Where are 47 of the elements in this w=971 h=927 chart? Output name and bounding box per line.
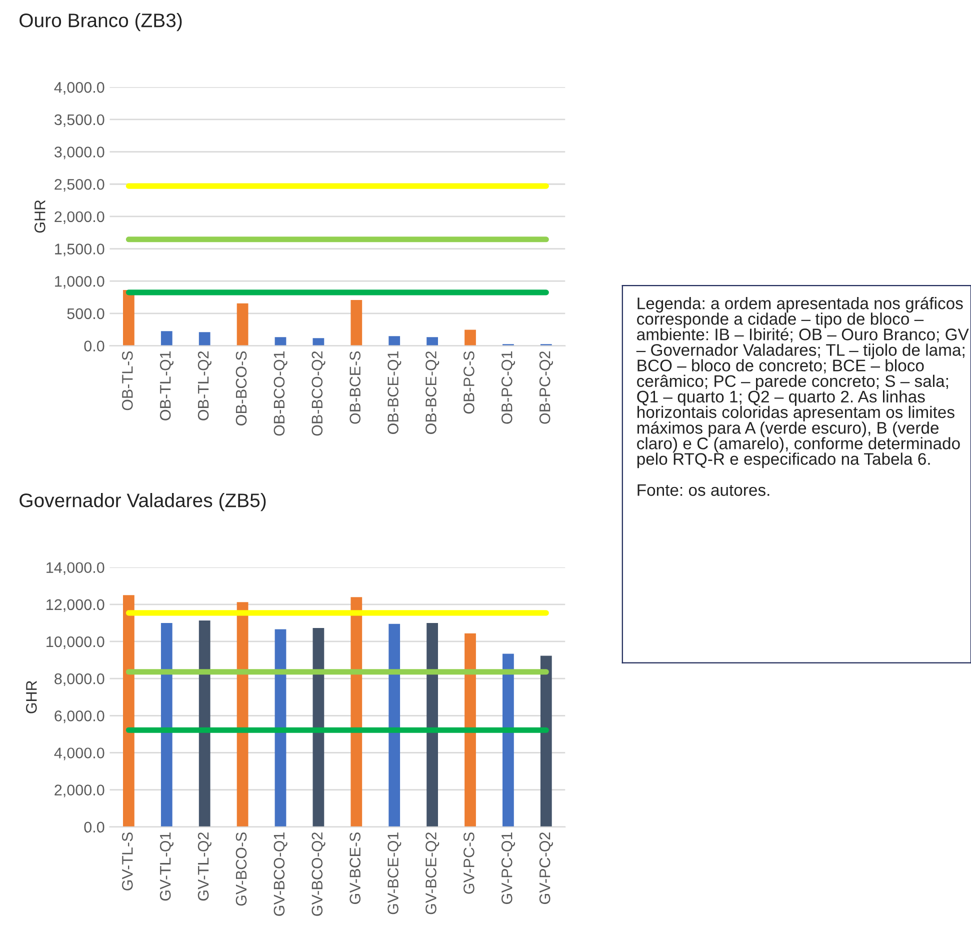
x-tick-label: GV-BCE-S (350, 832, 360, 904)
y-tick-label: 2,000.0 (54, 784, 104, 798)
y-tick-label: 0.0 (84, 822, 104, 833)
x-tick-label: GV-PC-Q1 (501, 832, 516, 904)
y-tick-label: 2,500.0 (54, 178, 104, 192)
x-tick-label: GV-BCE-Q1 (388, 832, 402, 914)
y-tick-label: 0.0 (84, 340, 104, 352)
x-tick-label: OB-PC-Q1 (501, 351, 516, 424)
y-tick-label: 14,000.0 (46, 562, 104, 575)
x-tick-label: OB-BCE-Q1 (388, 351, 402, 434)
source-note: Fonte: os autores. (638, 484, 770, 496)
y-tick-label: 4,000.0 (54, 748, 104, 760)
x-tick-label: GV-BCO-S (236, 832, 247, 906)
x-tick-label: OB-BCE-S (350, 351, 360, 424)
chart-title: Ouro Branco (ZB3) (20, 12, 182, 32)
x-tick-label: OB-PC-S (464, 351, 474, 414)
y-tick-label: 1,000.0 (55, 276, 104, 289)
y-axis-title: GHR (34, 200, 46, 233)
y-tick-label: 2,000.0 (54, 211, 104, 224)
y-tick-label: 6,000.0 (54, 710, 104, 724)
y-axis-title: GHR (26, 680, 37, 714)
y-tick-label: 3,500.0 (54, 114, 104, 127)
x-tick-label: OB-BCO-Q2 (312, 351, 326, 436)
y-tick-label: 1,500.0 (55, 244, 104, 256)
x-tick-label: OB-BCE-Q2 (426, 351, 440, 434)
x-tick-label: GV-PC-S (464, 832, 474, 894)
x-tick-label: OB-TL-S (122, 351, 133, 410)
x-tick-label: OB-TL-Q2 (198, 351, 212, 420)
y-tick-label: 8,000.0 (54, 673, 104, 686)
x-tick-label: GV-TL-S (122, 832, 133, 890)
y-tick-label: 12,000.0 (46, 599, 104, 612)
x-tick-label: GV-TL-Q2 (198, 832, 212, 901)
y-tick-label: 4,000.0 (54, 82, 104, 95)
x-tick-label: GV-BCO-Q2 (312, 832, 326, 916)
x-tick-label: GV-PC-Q2 (539, 832, 553, 904)
x-tick-label: GV-TL-Q1 (160, 832, 174, 901)
text: Legenda: a ordem apresentada nos gráficos corresponde a cidade – tipo de bloco – ambiente: IB – Ibirité; OB – Ouro Branco; GV – Governador Valadares; TL – tijolo de lama; BCO – bloco de concreto; BCE – bloco cerâmico; PC – parede concreto; S – sala; Q1 – quarto 1; Q2 – quarto 2. As linhas horizontais coloridas apresentam os limites máximos para A (verde escuro), B (verde claro) e C (amarelo), conforme determinado pelo RTQ-R e especificado na Tabela 6. (636, 296, 969, 468)
y-tick-label: 500.0 (67, 308, 104, 320)
chart-title: Governador Valadares (ZB5) (20, 492, 266, 512)
y-tick-label: 10,000.0 (46, 636, 104, 649)
x-tick-label: OB-BCO-S (236, 351, 247, 426)
x-tick-label: GV-BCO-Q1 (274, 832, 288, 916)
x-tick-label: OB-TL-Q1 (160, 351, 174, 420)
x-tick-label: GV-BCE-Q2 (426, 832, 440, 914)
y-tick-label: 3,000.0 (54, 146, 104, 160)
x-tick-label: OB-BCO-Q1 (274, 351, 288, 436)
x-tick-label: OB-PC-Q2 (539, 351, 553, 424)
